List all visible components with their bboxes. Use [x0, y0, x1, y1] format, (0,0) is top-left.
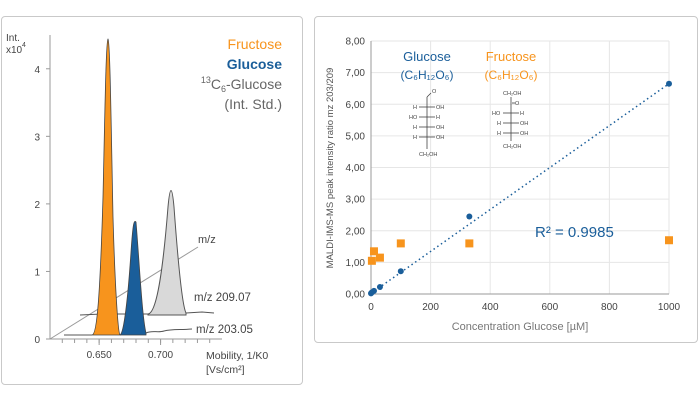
trace-label-209: m/z 209.07: [194, 292, 251, 304]
standard-peak-area: [147, 190, 187, 316]
data-points-group: [367, 80, 673, 297]
glucose-formula: (C₆H₁₂O₆): [400, 68, 453, 82]
right-y-tick-label: 8,00: [346, 37, 366, 48]
legend-standard-sub: 6: [221, 84, 226, 94]
right-y-tick-label: 7,00: [346, 68, 366, 79]
fructose-structure: CH₂OH O HO H H OH H OH CH₂OH: [492, 91, 528, 150]
fructose-h-1: H: [520, 111, 524, 117]
right-x-tick-label: 1000: [658, 302, 681, 313]
fructose-peak-area: [91, 38, 121, 336]
left-x-label-1: Mobility, 1/K0: [206, 350, 268, 362]
fructose-h-2: H: [497, 121, 501, 127]
glucose-h-3: H: [413, 125, 417, 131]
left-y-tick-label: 3: [34, 132, 40, 143]
left-x-tick-label: 0.700: [148, 350, 173, 361]
mz-axis-label: m/z: [198, 234, 216, 246]
glucose-oh-3: OH: [436, 125, 444, 131]
glucose-oh-4: OH: [436, 135, 444, 141]
glucose-ho-2: HO: [409, 115, 418, 121]
legend-standard-isotope: 13: [201, 75, 211, 85]
fructose-point: [396, 239, 405, 248]
right-y-tick-label: 0,00: [346, 290, 366, 301]
mobilogram-chart: 0 1 2 3 4 0.650 0.700 Int. x10 4 m/z m/z 209.0…: [6, 33, 283, 376]
glucose-oh-1: OH: [436, 105, 444, 111]
right-y-tick-label: 6,00: [346, 100, 366, 111]
right-y-tick-label: 3,00: [346, 195, 366, 206]
fructose-name: Fructose: [486, 49, 537, 64]
right-y-tick-label: 5,00: [346, 131, 366, 142]
calibration-panel: 0,00 1,00 2,00 3,00 4,00 5,00 6,00 7,00 8,00 0 200…: [314, 16, 698, 343]
left-x-label-2: [Vs/cm²]: [206, 364, 245, 376]
glucose-point: [666, 80, 672, 87]
mobilogram-panel: 0 1 2 3 4 0.650 0.700 Int. x10 4 m/z m/z 209.0…: [1, 16, 303, 385]
right-tick-group: 0,00 1,00 2,00 3,00 4,00 5,00 6,00 7,00 8,00 0 200…: [346, 37, 681, 314]
right-x-tick-label: 800: [601, 302, 618, 313]
fructose-h-3: H: [497, 131, 501, 137]
glucose-h-4: H: [413, 135, 417, 141]
fructose-ketone-o: O: [515, 101, 520, 107]
left-y-tick-label: 2: [34, 200, 40, 211]
fructose-point: [465, 239, 474, 248]
right-x-tick-label: 400: [482, 302, 499, 313]
left-tick-group: 0 1 2 3 4 0.650 0.700: [34, 65, 211, 361]
glucose-point: [370, 287, 377, 294]
legend-standard-c: C: [211, 76, 221, 92]
right-y-tick-label: 4,00: [346, 163, 366, 174]
glucose-h-2: H: [436, 115, 440, 121]
fructose-oh-3: OH: [520, 131, 528, 137]
fructose-ch2oh-bottom: CH₂OH: [503, 144, 521, 150]
glucose-name: Glucose: [403, 49, 451, 64]
right-y-axis-label: MALDI-IMS-MS peak intensity ratio mz 203…: [325, 68, 336, 269]
legend-standard-suffix: -Glucose: [226, 76, 282, 92]
glucose-h-1: H: [413, 105, 417, 111]
left-y-label-x10: x10: [6, 45, 23, 56]
glucose-aldehyde-bond: [426, 92, 432, 98]
right-x-tick-label: 0: [368, 302, 374, 313]
left-y-tick-label: 0: [34, 335, 40, 346]
right-x-tick-label: 600: [541, 302, 558, 313]
fructose-oh-2: OH: [520, 121, 528, 127]
glucose-point: [466, 213, 473, 220]
glucose-point: [376, 284, 383, 291]
legend-glucose: Glucose: [227, 56, 282, 72]
r-squared-label: R² = 0.9985: [535, 224, 614, 241]
glucose-ch2oh: CH₂OH: [419, 152, 437, 158]
fructose-point: [367, 256, 376, 265]
left-x-tick-label: 0.650: [87, 350, 112, 361]
calibration-chart: 0,00 1,00 2,00 3,00 4,00 5,00 6,00 7,00 8,00 0 200…: [325, 37, 681, 334]
left-y-label-exp: 4: [22, 42, 26, 49]
fructose-formula: (C₆H₁₂O₆): [484, 68, 537, 82]
right-x-axis-label: Concentration Glucose [µM]: [452, 321, 589, 333]
glucose-structure: O H OH HO H H OH H OH CH₂OH: [409, 89, 444, 158]
trace-203-baseline: [64, 328, 193, 336]
fructose-ho-1: HO: [492, 111, 501, 117]
glucose-aldehyde-o: O: [432, 89, 437, 95]
fructose-point: [369, 247, 378, 256]
legend-fructose: Fructose: [228, 36, 283, 52]
fructose-point: [375, 253, 384, 262]
left-y-tick-label: 1: [34, 267, 40, 278]
glucose-point: [397, 268, 404, 275]
trace-label-203: m/z 203.05: [196, 324, 253, 336]
glucose-peak-area: [119, 221, 147, 336]
fructose-ch2oh-top: CH₂OH: [503, 91, 521, 97]
legend-standard-line1: 13C6-Glucose: [201, 75, 282, 94]
right-y-tick-label: 1,00: [346, 258, 366, 269]
right-y-tick-label: 2,00: [346, 226, 366, 237]
left-y-tick-label: 4: [34, 65, 40, 76]
left-y-label-int: Int.: [6, 33, 20, 44]
fructose-point: [665, 236, 673, 245]
right-x-tick-label: 200: [422, 302, 439, 313]
legend-standard-line2: (Int. Std.): [224, 96, 282, 112]
right-grid-group: [371, 40, 670, 294]
